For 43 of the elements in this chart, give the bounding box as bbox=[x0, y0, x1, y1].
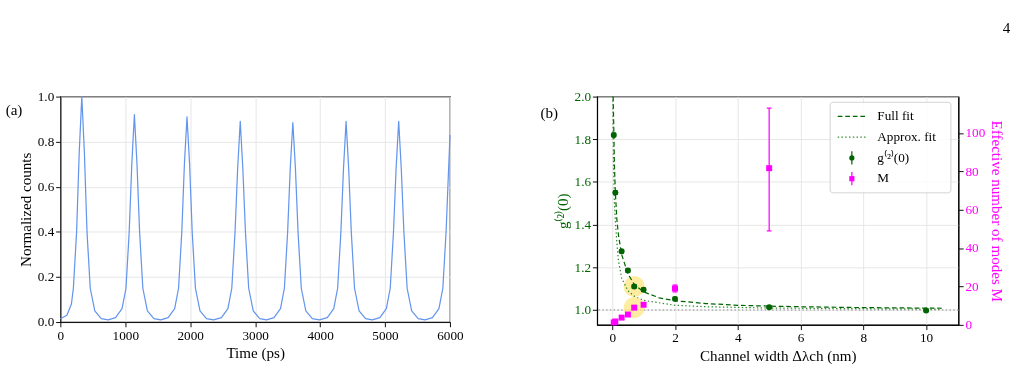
y-axis-title: g⁽²⁾(0) bbox=[553, 193, 572, 230]
x-tick-label: 3000 bbox=[242, 327, 270, 343]
x-tick-label: 6 bbox=[797, 330, 805, 346]
x-axis-title: Time (ps) bbox=[226, 345, 285, 363]
y-axis-title: Normalized counts bbox=[18, 152, 35, 267]
y-tick-label: 0.8 bbox=[37, 133, 55, 149]
y-tick-label: 1.8 bbox=[574, 131, 592, 147]
y-tick-label: 0.0 bbox=[37, 314, 55, 330]
y-tick-label: 2.0 bbox=[574, 88, 592, 104]
x-tick-label: 8 bbox=[860, 330, 868, 346]
legend-label: Full fit bbox=[877, 108, 914, 124]
y2-tick-label: 40 bbox=[965, 240, 980, 256]
y2-axis-title: Effective number of modes M bbox=[988, 120, 1005, 302]
x-axis-title: Channel width Δλch (nm) bbox=[700, 348, 857, 366]
y-tick-label: 1.6 bbox=[574, 174, 592, 190]
x-tick-label: 2 bbox=[672, 330, 679, 346]
legend-label: Approx. fit bbox=[877, 128, 937, 144]
text: (a) bbox=[5, 101, 23, 119]
y2-tick-label: 20 bbox=[965, 278, 980, 294]
legend-label: M bbox=[877, 170, 890, 186]
y-tick-label: 0.4 bbox=[37, 224, 55, 240]
x-tick-label: 5000 bbox=[372, 327, 400, 343]
y2-tick-label: 60 bbox=[965, 202, 980, 218]
y-tick-label: 1.0 bbox=[37, 88, 55, 104]
x-tick-label: 2000 bbox=[177, 327, 205, 343]
x-tick-label: 1000 bbox=[112, 327, 140, 343]
x-tick-label: 6000 bbox=[437, 327, 465, 343]
x-tick-label: 10 bbox=[920, 330, 934, 346]
y-tick-label: 0.6 bbox=[37, 179, 55, 195]
y2-tick-label: 100 bbox=[965, 125, 986, 141]
x-tick-label: 0 bbox=[609, 330, 617, 346]
text: (b) bbox=[540, 105, 559, 123]
x-tick-label: 4 bbox=[734, 330, 742, 346]
y2-tick-label: 80 bbox=[965, 163, 980, 179]
y2-tick-label: 0 bbox=[965, 317, 973, 333]
legend-label: g⁽²⁾(0) bbox=[877, 149, 910, 165]
text: 4 bbox=[1002, 20, 1011, 37]
y-tick-label: 1.4 bbox=[574, 216, 592, 232]
y-tick-label: 0.2 bbox=[37, 269, 55, 285]
y-tick-label: 1.0 bbox=[574, 302, 592, 318]
y-tick-label: 1.2 bbox=[574, 259, 592, 275]
x-tick-label: 0 bbox=[57, 327, 65, 343]
x-tick-label: 4000 bbox=[307, 327, 335, 343]
